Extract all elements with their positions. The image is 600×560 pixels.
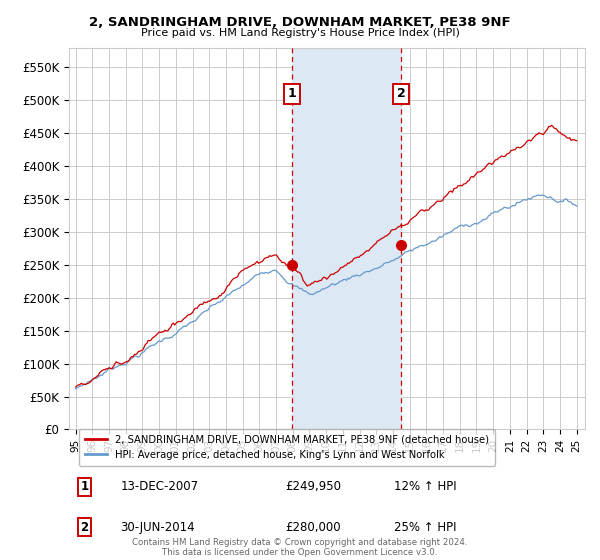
Text: £280,000: £280,000 [286,521,341,534]
Text: 2: 2 [397,87,406,100]
Text: 25% ↑ HPI: 25% ↑ HPI [394,521,457,534]
Text: 1: 1 [288,87,296,100]
Text: Contains HM Land Registry data © Crown copyright and database right 2024.
This d: Contains HM Land Registry data © Crown c… [132,538,468,557]
Text: 13-DEC-2007: 13-DEC-2007 [121,480,199,493]
Text: 1: 1 [80,480,89,493]
Text: 2, SANDRINGHAM DRIVE, DOWNHAM MARKET, PE38 9NF: 2, SANDRINGHAM DRIVE, DOWNHAM MARKET, PE… [89,16,511,29]
Text: £249,950: £249,950 [286,480,342,493]
Text: Price paid vs. HM Land Registry's House Price Index (HPI): Price paid vs. HM Land Registry's House … [140,28,460,38]
Text: 12% ↑ HPI: 12% ↑ HPI [394,480,457,493]
Text: 30-JUN-2014: 30-JUN-2014 [121,521,195,534]
Legend: 2, SANDRINGHAM DRIVE, DOWNHAM MARKET, PE38 9NF (detached house), HPI: Average pr: 2, SANDRINGHAM DRIVE, DOWNHAM MARKET, PE… [79,428,495,465]
Text: 2: 2 [80,521,89,534]
Bar [292,48,401,430]
